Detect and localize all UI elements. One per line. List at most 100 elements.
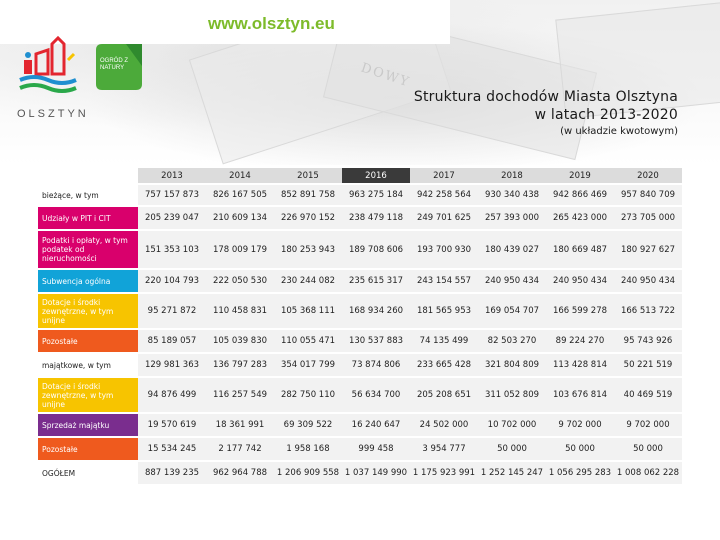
table-row: Sprzedaż majątku 19 570 619 18 361 991 6… bbox=[38, 414, 682, 436]
table-cell: 942 258 564 bbox=[410, 185, 478, 205]
table-cell: 852 891 758 bbox=[274, 185, 342, 205]
row-label: Dotacje i środki zewnętrzne, w tym unijn… bbox=[38, 378, 138, 412]
table-cell: 130 537 883 bbox=[342, 330, 410, 352]
table-cell: 321 804 809 bbox=[478, 354, 546, 376]
corner-cell bbox=[38, 168, 138, 183]
url-bar: www.olsztyn.eu bbox=[0, 0, 450, 44]
table-cell: 757 157 873 bbox=[138, 185, 206, 205]
table-cell: 56 634 700 bbox=[342, 378, 410, 412]
table-cell: 89 224 270 bbox=[546, 330, 614, 352]
title-line-2: w latach 2013-2020 bbox=[534, 107, 678, 123]
table-cell: 220 104 793 bbox=[138, 270, 206, 292]
row-label: OGÓŁEM bbox=[38, 462, 138, 484]
table-cell: 210 609 134 bbox=[206, 207, 274, 229]
table-cell: 826 167 505 bbox=[206, 185, 274, 205]
page-subtitle: (w układzie kwotowym) bbox=[560, 126, 678, 137]
row-label: Pozostałe bbox=[38, 438, 138, 460]
table-cell: 1 958 168 bbox=[274, 438, 342, 460]
row-label: bieżące, w tym bbox=[38, 185, 138, 205]
table-cell: 189 708 606 bbox=[342, 231, 410, 268]
table-cell: 240 950 434 bbox=[546, 270, 614, 292]
table-cell: 113 428 814 bbox=[546, 354, 614, 376]
table-cell: 180 927 627 bbox=[614, 231, 682, 268]
table-cell: 136 797 283 bbox=[206, 354, 274, 376]
table-cell: 85 189 057 bbox=[138, 330, 206, 352]
year-header: 2018 bbox=[478, 168, 546, 183]
table-row: Podatki i opłaty, w tym podatek od nieru… bbox=[38, 231, 682, 268]
table-cell: 354 017 799 bbox=[274, 354, 342, 376]
income-table: 2013 2014 2015 2016 2017 2018 2019 2020 … bbox=[38, 166, 682, 486]
table-cell: 205 208 651 bbox=[410, 378, 478, 412]
row-label: Subwencja ogólna bbox=[38, 270, 138, 292]
ogrod-z-natury-logo-icon bbox=[96, 44, 142, 90]
table-cell: 19 570 619 bbox=[138, 414, 206, 436]
table-row: bieżące, w tym 757 157 873 826 167 505 8… bbox=[38, 185, 682, 205]
header-banner: www.olsztyn.eu OLSZTYN OGRÓD Z NATURY DO… bbox=[0, 0, 720, 165]
table-row: majątkowe, w tym 129 981 363 136 797 283… bbox=[38, 354, 682, 376]
table-cell: 180 439 027 bbox=[478, 231, 546, 268]
row-label: Sprzedaż majątku bbox=[38, 414, 138, 436]
table-row: Subwencja ogólna 220 104 793 222 050 530… bbox=[38, 270, 682, 292]
table-cell: 942 866 469 bbox=[546, 185, 614, 205]
table-cell: 222 050 530 bbox=[206, 270, 274, 292]
year-header: 2013 bbox=[138, 168, 206, 183]
table-cell: 116 257 549 bbox=[206, 378, 274, 412]
table-cell: 887 139 235 bbox=[138, 462, 206, 484]
table-row: Udziały w PIT i CIT 205 239 047 210 609 … bbox=[38, 207, 682, 229]
table-cell: 151 353 103 bbox=[138, 231, 206, 268]
table-cell: 226 970 152 bbox=[274, 207, 342, 229]
table-cell: 180 253 943 bbox=[274, 231, 342, 268]
table-cell: 69 309 522 bbox=[274, 414, 342, 436]
table-cell: 166 513 722 bbox=[614, 294, 682, 328]
table-cell: 957 840 709 bbox=[614, 185, 682, 205]
page-title: Struktura dochodów Miasta Olsztyna w lat… bbox=[414, 88, 678, 124]
table-cell: 193 700 930 bbox=[410, 231, 478, 268]
table-cell: 82 503 270 bbox=[478, 330, 546, 352]
table-cell: 95 271 872 bbox=[138, 294, 206, 328]
table-cell: 962 964 788 bbox=[206, 462, 274, 484]
table-cell: 1 037 149 990 bbox=[342, 462, 410, 484]
olsztyn-logo-text: OLSZTYN bbox=[17, 108, 89, 120]
table-cell: 50 000 bbox=[614, 438, 682, 460]
table-cell: 2 177 742 bbox=[206, 438, 274, 460]
table-cell: 110 055 471 bbox=[274, 330, 342, 352]
table-cell: 273 705 000 bbox=[614, 207, 682, 229]
table-cell: 1 056 295 283 bbox=[546, 462, 614, 484]
table-cell: 9 702 000 bbox=[614, 414, 682, 436]
table-cell: 257 393 000 bbox=[478, 207, 546, 229]
table-cell: 24 502 000 bbox=[410, 414, 478, 436]
table-cell: 233 665 428 bbox=[410, 354, 478, 376]
site-url[interactable]: www.olsztyn.eu bbox=[208, 14, 335, 33]
table-cell: 105 368 111 bbox=[274, 294, 342, 328]
table-cell: 18 361 991 bbox=[206, 414, 274, 436]
row-label: Pozostałe bbox=[38, 330, 138, 352]
table-cell: 16 240 647 bbox=[342, 414, 410, 436]
table-cell: 10 702 000 bbox=[478, 414, 546, 436]
table-cell: 168 934 260 bbox=[342, 294, 410, 328]
table-row: Dotacje i środki zewnętrzne, w tym unijn… bbox=[38, 294, 682, 328]
table-cell: 73 874 806 bbox=[342, 354, 410, 376]
table-cell: 94 876 499 bbox=[138, 378, 206, 412]
table-row: Pozostałe 85 189 057 105 039 830 110 055… bbox=[38, 330, 682, 352]
table-cell: 1 206 909 558 bbox=[274, 462, 342, 484]
table-cell: 50 000 bbox=[478, 438, 546, 460]
table-cell: 238 479 118 bbox=[342, 207, 410, 229]
title-line-1: Struktura dochodów Miasta Olsztyna bbox=[413, 89, 678, 105]
table-cell: 235 615 317 bbox=[342, 270, 410, 292]
row-label: Udziały w PIT i CIT bbox=[38, 207, 138, 229]
table-cell: 9 702 000 bbox=[546, 414, 614, 436]
table-row: Dotacje i środki zewnętrzne, w tym unijn… bbox=[38, 378, 682, 412]
table-cell: 1 252 145 247 bbox=[478, 462, 546, 484]
table-cell: 129 981 363 bbox=[138, 354, 206, 376]
table-cell: 95 743 926 bbox=[614, 330, 682, 352]
table-cell: 15 534 245 bbox=[138, 438, 206, 460]
table-cell: 103 676 814 bbox=[546, 378, 614, 412]
table-cell: 963 275 184 bbox=[342, 185, 410, 205]
table-cell: 3 954 777 bbox=[410, 438, 478, 460]
ogrod-logo-text: OGRÓD Z NATURY bbox=[100, 58, 128, 71]
table-cell: 169 054 707 bbox=[478, 294, 546, 328]
table-cell: 999 458 bbox=[342, 438, 410, 460]
table-cell: 74 135 499 bbox=[410, 330, 478, 352]
table-cell: 110 458 831 bbox=[206, 294, 274, 328]
row-label: majątkowe, w tym bbox=[38, 354, 138, 376]
